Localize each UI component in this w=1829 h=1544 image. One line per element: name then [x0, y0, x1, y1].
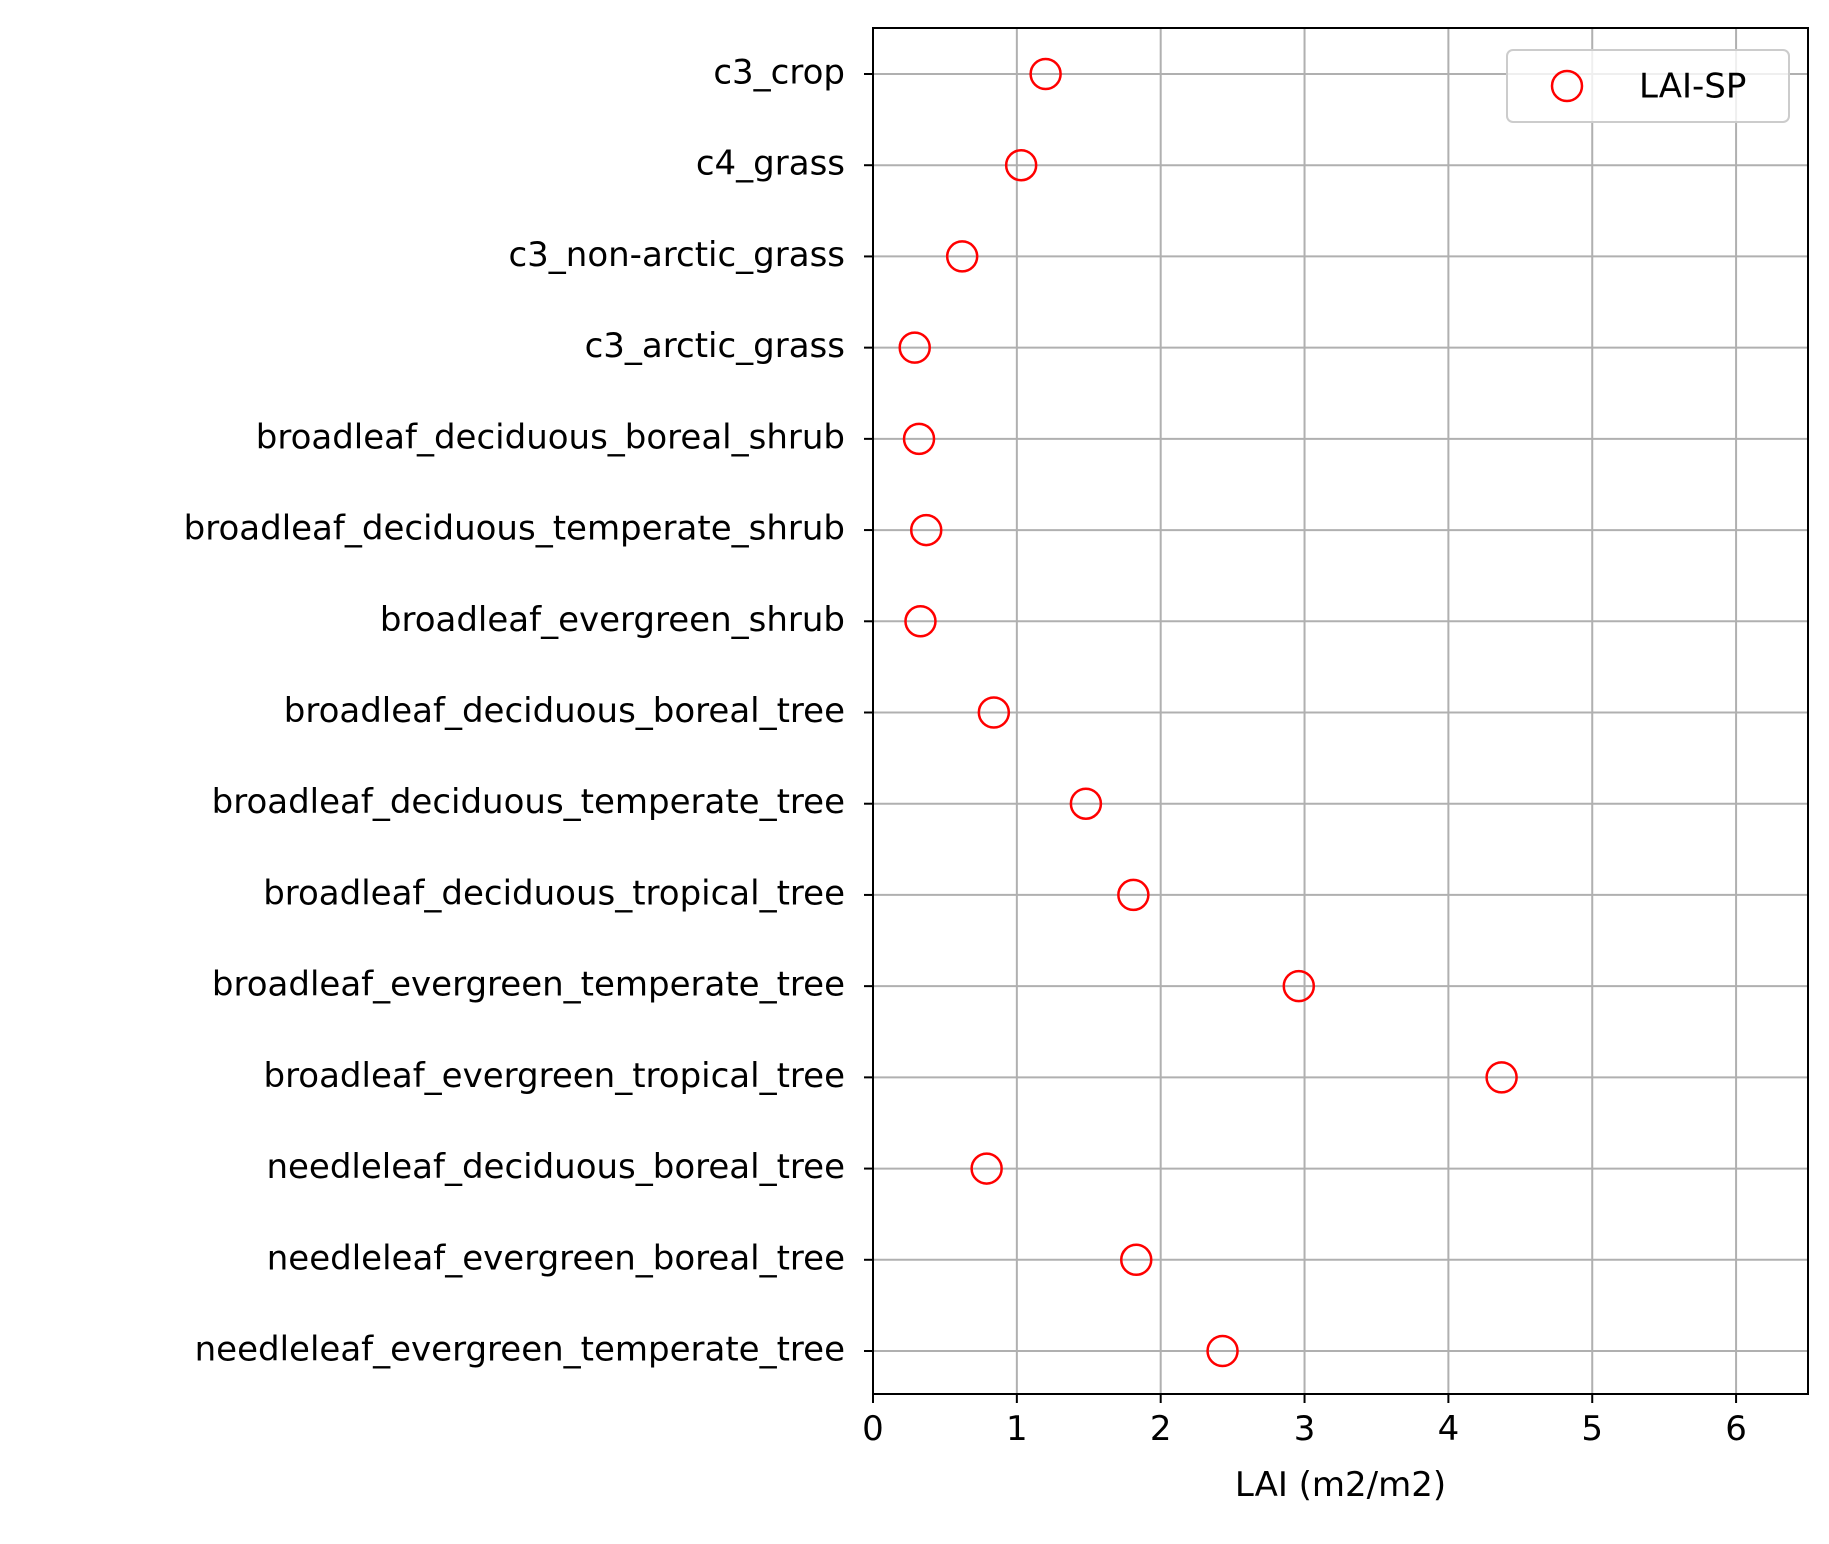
y-tick-label-broadleaf-deciduous-temperate-shrub: broadleaf_deciduous_temperate_shrub [184, 509, 845, 549]
x-axis: 0 1 2 3 4 5 6 [862, 1394, 1747, 1449]
x-tick-label: 0 [862, 1409, 884, 1449]
data-point-needleleaf-evergreen-boreal-tree [1119, 1243, 1153, 1277]
data-point-c4-grass [1004, 148, 1038, 182]
data-point-needleleaf-deciduous-boreal-tree [970, 1152, 1003, 1185]
data-point-broadleaf-deciduous-tropical-tree [1117, 878, 1150, 912]
y-tick-label-c4-grass: c4_grass [696, 144, 845, 184]
y-tick-label-needleleaf-evergreen-temperate-tree: needleleaf_evergreen_temperate_tree [195, 1330, 845, 1370]
legend: LAI-SP [1506, 49, 1790, 123]
axes-frame [872, 27, 1809, 1395]
data-points [898, 57, 1518, 1368]
y-tick-label-c3-crop: c3_crop [713, 53, 845, 93]
grid [872, 28, 1808, 1394]
x-tick-label: 3 [1294, 1409, 1316, 1449]
y-tick-label-broadleaf-evergreen-tropical-tree: broadleaf_evergreen_tropical_tree [263, 1056, 845, 1096]
y-tick-label-broadleaf-deciduous-boreal-shrub: broadleaf_deciduous_boreal_shrub [256, 417, 845, 457]
x-tick-label: 4 [1438, 1409, 1460, 1449]
x-axis-label: LAI (m2/m2) [1235, 1465, 1446, 1505]
y-tick-label-c3-arctic-grass: c3_arctic_grass [585, 326, 845, 366]
y-tick-label-broadleaf-evergreen-temperate-tree: broadleaf_evergreen_temperate_tree [212, 965, 845, 1005]
legend-box [1506, 49, 1790, 123]
data-point-broadleaf-deciduous-temperate-shrub [909, 513, 943, 547]
legend-label-lai-sp: LAI-SP [1639, 67, 1746, 107]
data-point-broadleaf-evergreen-tropical-tree [1485, 1061, 1518, 1094]
y-tick-label-needleleaf-evergreen-boreal-tree: needleleaf_evergreen_boreal_tree [267, 1238, 845, 1278]
y-tick-label-broadleaf-deciduous-temperate-tree: broadleaf_deciduous_temperate_tree [212, 782, 845, 822]
data-point-broadleaf-evergreen-temperate-tree [1282, 969, 1316, 1003]
data-point-broadleaf-deciduous-temperate-tree [1069, 787, 1103, 820]
legend-marker-lai-sp [1550, 69, 1584, 103]
x-tick-label: 2 [1150, 1409, 1172, 1449]
data-point-broadleaf-deciduous-boreal-tree [977, 696, 1011, 729]
data-point-c3-non-arctic-grass [945, 240, 979, 273]
y-tick-label-needleleaf-deciduous-boreal-tree: needleleaf_deciduous_boreal_tree [266, 1147, 845, 1187]
data-point-needleleaf-evergreen-temperate-tree [1206, 1334, 1239, 1368]
data-point-broadleaf-deciduous-boreal-shrub [902, 422, 936, 456]
data-point-broadleaf-evergreen-shrub [904, 605, 937, 638]
y-tick-label-broadleaf-deciduous-boreal-tree: broadleaf_deciduous_boreal_tree [284, 691, 845, 731]
y-axis: c3_crop c4_grass c3_non-arctic_grass c3_arc… [184, 53, 873, 1370]
x-tick-label: 6 [1725, 1409, 1747, 1449]
x-tick-label: 5 [1581, 1409, 1603, 1449]
x-tick-label: 1 [1006, 1409, 1028, 1449]
y-tick-label-c3-non-arctic-grass: c3_non-arctic_grass [508, 235, 845, 275]
y-tick-label-broadleaf-evergreen-shrub: broadleaf_evergreen_shrub [380, 600, 845, 640]
y-tick-label-broadleaf-deciduous-tropical-tree: broadleaf_deciduous_tropical_tree [263, 873, 845, 913]
data-point-c3-arctic-grass [898, 331, 931, 364]
data-point-c3-crop [1029, 57, 1062, 91]
